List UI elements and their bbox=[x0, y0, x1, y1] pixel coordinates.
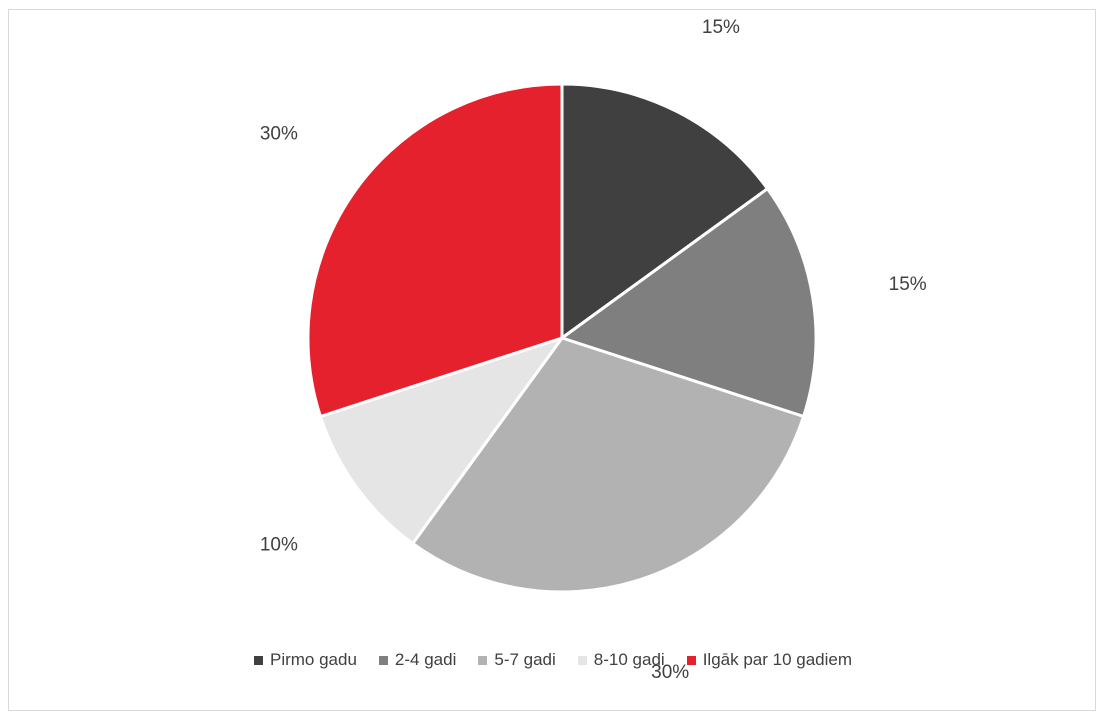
data-label-pirmo-gadu: 15% bbox=[702, 17, 740, 38]
legend-swatch-icon bbox=[378, 655, 388, 665]
legend-item-8-10-gadi: 8-10 gadi bbox=[577, 650, 665, 670]
legend-label: 2-4 gadi bbox=[394, 650, 457, 669]
legend-swatch-icon bbox=[686, 655, 696, 665]
chart-legend: Pirmo gadu 2-4 gadi 5-7 gadi 8-10 gadi I… bbox=[0, 646, 1106, 674]
pie-slices bbox=[306, 82, 818, 594]
legend-label: 5-7 gadi bbox=[494, 650, 556, 669]
legend-swatch-icon bbox=[577, 655, 587, 665]
legend-label: Pirmo gadu bbox=[269, 650, 357, 669]
legend-item-2-4-gadi: 2-4 gadi bbox=[378, 650, 457, 670]
legend-label: Ilgāk par 10 gadiem bbox=[702, 650, 853, 669]
pie-slice-5-7-gadi bbox=[411, 336, 806, 594]
legend-label: 8-10 gadi bbox=[593, 650, 665, 669]
pie-slice-pirmo-gadu bbox=[560, 82, 769, 340]
pie-slice-8-10-gadi bbox=[318, 336, 564, 545]
data-label-ilgak-par-10-gadiem: 30% bbox=[260, 123, 298, 144]
data-label-8-10-gadi: 10% bbox=[260, 535, 298, 556]
legend-swatch-icon bbox=[253, 655, 263, 665]
data-label-2-4-gadi: 15% bbox=[889, 274, 927, 295]
pie-data-labels: 15% 15% 30% 10% 30% bbox=[260, 17, 927, 683]
legend-item-pirmo-gadu: Pirmo gadu bbox=[253, 650, 357, 670]
legend-swatch-icon bbox=[478, 655, 488, 665]
data-label-5-7-gadi: 30% bbox=[651, 662, 689, 683]
pie-slice-2-4-gadi bbox=[560, 187, 818, 418]
pie-slice-ilgak-par-10-gadiem bbox=[306, 82, 564, 418]
legend-item-5-7-gadi: 5-7 gadi bbox=[478, 650, 556, 670]
legend-item-ilgak-par-10-gadiem: Ilgāk par 10 gadiem bbox=[686, 650, 853, 670]
